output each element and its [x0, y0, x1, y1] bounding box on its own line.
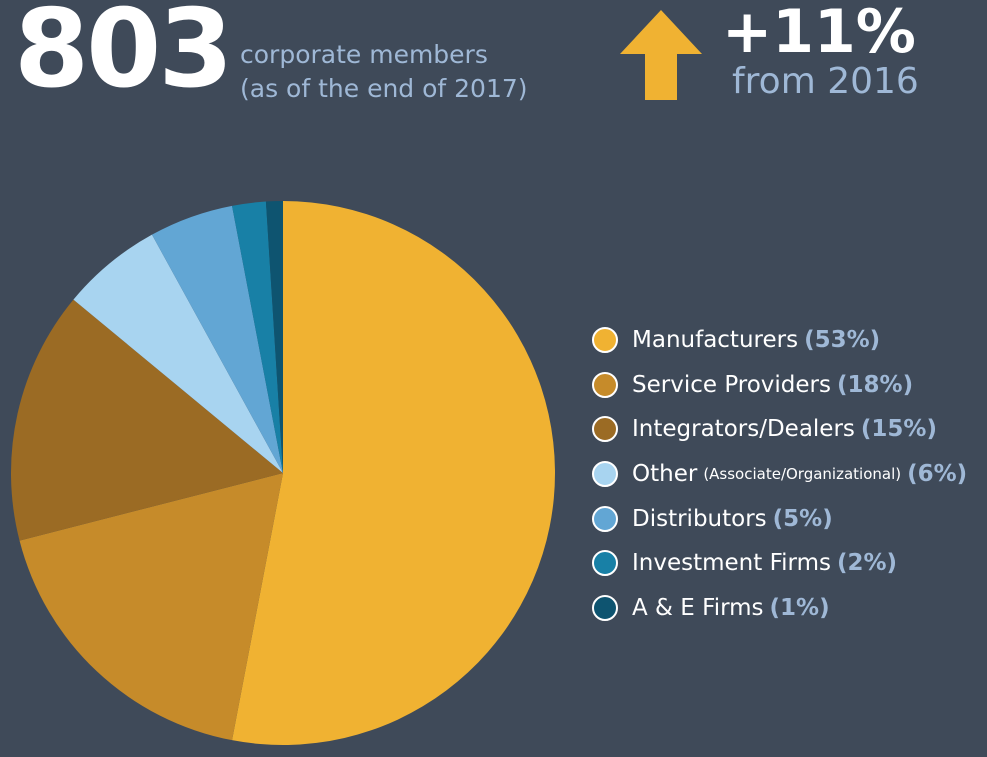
- legend-percentage: (1%): [769, 594, 830, 621]
- legend-label: Integrators/Dealers: [632, 416, 855, 443]
- legend-percentage: (5%): [772, 505, 833, 532]
- legend-percentage: (6%): [907, 461, 968, 488]
- legend-swatch: [592, 550, 618, 577]
- legend-swatch: [592, 594, 618, 621]
- member-count: 803: [14, 0, 233, 112]
- legend-item: Distributors (5%): [592, 496, 967, 541]
- pie-slice-4: [151, 205, 283, 473]
- chart-legend: Manufacturers (53%) Service Providers (18%)…: [592, 318, 967, 630]
- up-arrow-icon: [620, 10, 702, 100]
- legend-swatch: [592, 371, 618, 398]
- legend-item: A & E Firms (1%): [592, 586, 967, 631]
- pie-slice-5: [232, 201, 283, 473]
- member-count-caption-line2: (as of the end of 2017): [240, 74, 528, 103]
- legend-sublabel: (Associate/Organizational): [703, 465, 902, 484]
- growth-caption: from 2016: [732, 61, 919, 102]
- legend-swatch: [592, 461, 618, 488]
- legend-item: Other (Associate/Organizational) (6%): [592, 452, 967, 497]
- legend-label: Manufacturers: [632, 327, 799, 354]
- legend-label: A & E Firms: [632, 594, 764, 621]
- legend-swatch: [592, 416, 618, 443]
- pie-chart: [10, 201, 555, 745]
- legend-swatch: [592, 327, 618, 354]
- legend-label: Investment Firms: [632, 550, 831, 577]
- member-count-caption: corporate members (as of the end of 2017…: [240, 38, 528, 106]
- legend-percentage: (2%): [836, 550, 898, 577]
- legend-label: Other: [632, 461, 698, 488]
- pie-slice-3: [73, 234, 283, 473]
- legend-label: Service Providers: [632, 371, 831, 398]
- pie-slice-0: [232, 201, 555, 745]
- pie-slice-1: [19, 473, 283, 741]
- growth-percentage: +11%: [722, 0, 916, 67]
- legend-percentage: (18%): [837, 371, 914, 398]
- legend-item: Service Providers (18%): [592, 363, 967, 408]
- legend-item: Investment Firms (2%): [592, 541, 967, 586]
- legend-item: Integrators/Dealers (15%): [592, 407, 967, 452]
- pie-slice-2: [10, 299, 283, 541]
- legend-item: Manufacturers (53%): [592, 318, 967, 363]
- legend-swatch: [592, 505, 618, 532]
- legend-percentage: (53%): [804, 327, 881, 354]
- legend-label: Distributors: [632, 505, 767, 532]
- pie-slice-6: [265, 201, 283, 473]
- legend-percentage: (15%): [860, 416, 937, 443]
- member-count-caption-line1: corporate members: [240, 40, 488, 69]
